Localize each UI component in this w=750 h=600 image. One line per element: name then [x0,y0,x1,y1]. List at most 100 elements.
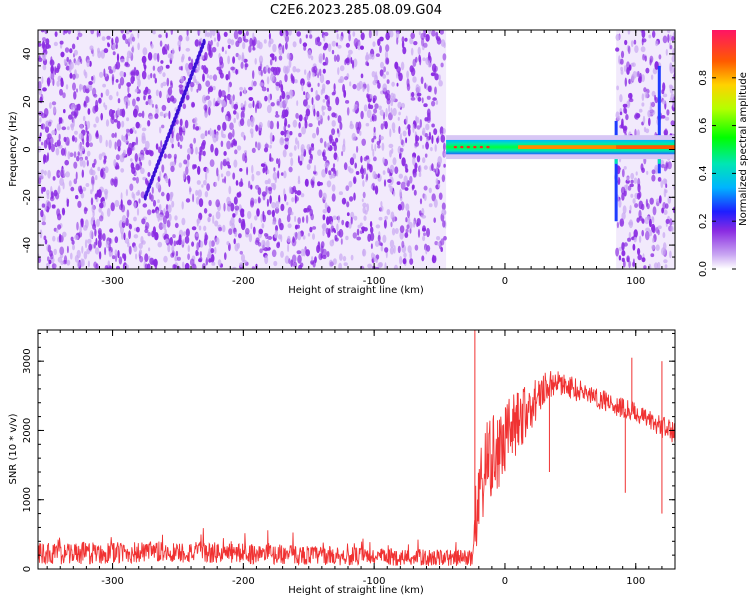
noise-speck [252,226,256,235]
noise-speck [198,41,202,46]
noise-speck [60,51,65,58]
noise-speck [638,108,643,113]
noise-speck [426,227,430,238]
noise-speck [153,258,158,267]
noise-speck [43,170,47,176]
noise-speck [322,248,327,257]
noise-speck [135,69,140,76]
noise-speck [232,94,235,101]
noise-speck [83,101,88,108]
noise-speck [219,99,223,104]
noise-speck [214,181,218,187]
noise-speck [175,119,179,125]
noise-speck [135,176,139,184]
noise-speck [391,227,396,236]
noise-speck [305,214,309,224]
noise-speck [155,104,158,109]
noise-speck [408,221,413,230]
noise-speck [630,40,634,48]
noise-speck [322,209,328,214]
noise-speck [287,235,291,243]
noise-speck [230,39,235,46]
noise-speck [328,259,334,268]
noise-speck [412,156,416,166]
noise-speck [40,169,45,175]
noise-speck [90,189,93,195]
noise-speck [359,167,365,175]
noise-speck [392,215,395,223]
noise-speck [422,225,426,232]
noise-speck [214,147,219,157]
noise-speck [428,131,432,140]
noise-speck [393,190,396,197]
noise-speck [234,231,238,237]
noise-speck [196,218,201,224]
noise-speck [428,30,432,35]
noise-speck [386,71,389,76]
noise-speck [179,89,184,95]
noise-speck [127,100,131,106]
noise-speck [323,31,329,37]
noise-speck [164,238,169,244]
noise-speck [386,79,390,84]
noise-speck [158,204,162,211]
noise-speck [253,80,257,87]
noise-speck [233,117,236,124]
noise-speck [178,84,184,89]
noise-speck [638,200,644,210]
noise-speck [198,258,202,263]
noise-speck [318,189,323,198]
noise-speck [267,120,271,128]
noise-speck [113,178,118,188]
noise-speck [138,243,143,249]
noise-speck [91,204,95,214]
y-tick-label: 1000 [22,487,33,512]
noise-speck [181,240,185,246]
noise-speck [136,208,140,216]
noise-speck [394,228,399,234]
noise-speck [271,202,276,209]
noise-speck [411,184,415,190]
noise-speck [629,205,632,211]
noise-speck [118,219,124,229]
noise-speck [82,115,86,122]
noise-speck [66,202,69,207]
noise-speck [181,261,185,269]
noise-speck [84,71,88,79]
noise-speck [664,264,668,269]
noise-speck [396,37,399,45]
noise-speck [296,100,299,107]
noise-speck [264,233,268,237]
noise-speck [414,244,419,251]
noise-speck [286,201,289,206]
noise-speck [248,86,253,91]
noise-speck [257,187,262,196]
noise-speck [630,179,634,184]
noise-speck [77,103,81,111]
noise-speck [665,189,668,194]
noise-speck [283,30,287,38]
noise-speck [383,179,387,187]
noise-speck [213,97,216,107]
noise-speck [221,46,225,52]
noise-speck [235,68,239,75]
noise-speck [311,146,315,151]
noise-speck [209,30,213,39]
noise-speck [638,235,642,243]
noise-speck [83,251,88,260]
colorbar-tick-label: 0.0 [698,261,709,277]
noise-speck [59,177,64,186]
noise-speck [303,117,307,121]
noise-speck [395,31,400,40]
noise-speck [168,178,171,188]
noise-speck [397,116,400,121]
noise-speck [239,118,245,126]
noise-speck [47,44,51,49]
noise-speck [225,74,229,81]
noise-speck [398,126,401,134]
noise-speck [137,78,141,88]
noise-speck [333,152,338,161]
noise-speck [134,105,139,114]
noise-speck [374,240,380,247]
noise-speck [261,86,267,92]
